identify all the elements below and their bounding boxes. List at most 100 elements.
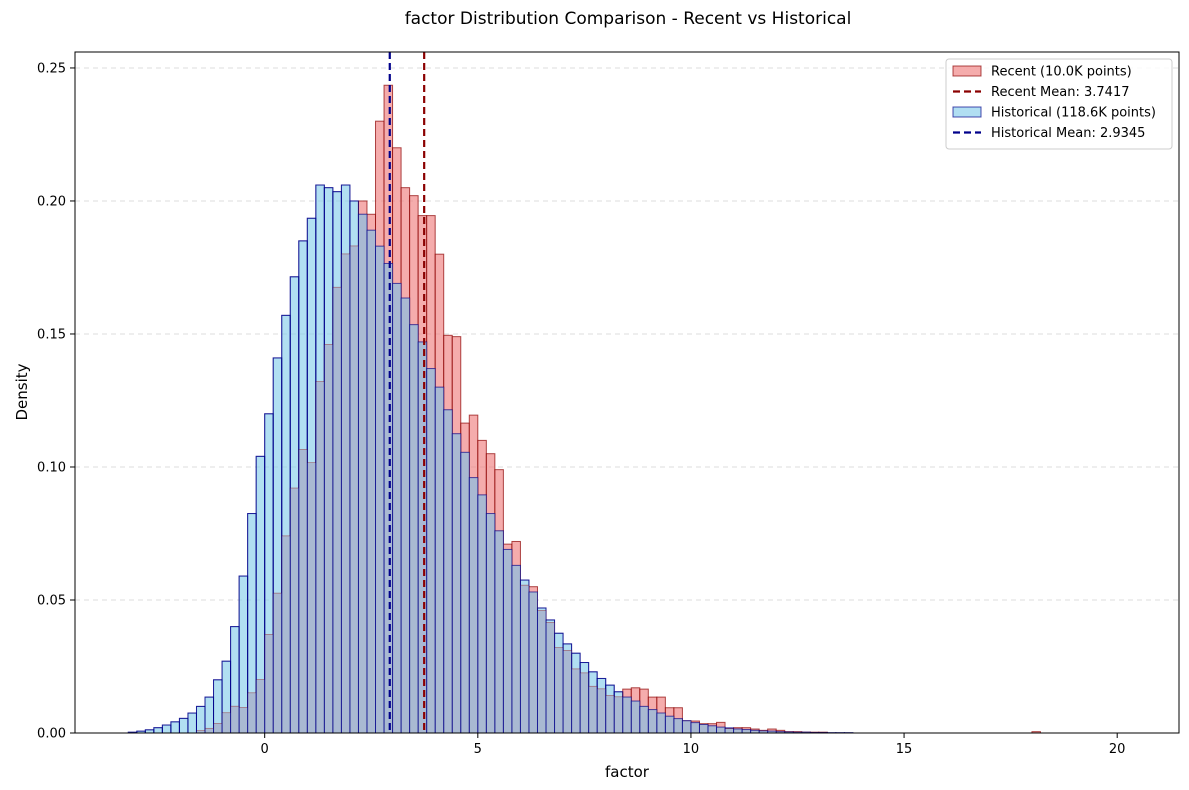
overlap-bar-35 <box>426 368 436 733</box>
overlap-bar-77 <box>784 731 794 733</box>
overlap-bar-12 <box>230 706 240 733</box>
hist-bar-9 <box>204 696 215 734</box>
y-tick-label-5: 0.25 <box>37 61 66 76</box>
hist-bar-4 <box>161 724 172 734</box>
overlap-bar-73 <box>750 730 760 733</box>
overlap-bar-25 <box>341 254 350 733</box>
overlap-bar-23 <box>324 344 333 733</box>
overlap-bar-34 <box>418 341 427 733</box>
overlap-bar-65 <box>682 721 691 733</box>
hist-bar-5 <box>170 721 180 734</box>
overlap-bar-46 <box>520 585 529 733</box>
overlap-bar-37 <box>443 409 453 733</box>
legend-label-2: Historical (118.6K points) <box>991 106 1156 121</box>
legend: Recent (10.0K points) Recent Mean: 3.7417… <box>945 58 1173 150</box>
overlap-bar-74 <box>759 730 768 733</box>
y-tick-label-1: 0.05 <box>37 593 66 608</box>
overlap-bar-19 <box>290 488 299 733</box>
x-tick-label-3: 15 <box>896 742 913 757</box>
overlap-bar-63 <box>665 716 674 733</box>
legend-box <box>945 58 1173 150</box>
overlap-bar-50 <box>554 647 564 733</box>
hist-bar-6 <box>178 717 189 734</box>
overlap-bar-68 <box>707 725 717 733</box>
x-tick-label-2: 10 <box>683 742 700 757</box>
overlap-bar-9 <box>205 728 214 733</box>
y-tick-label-3: 0.15 <box>37 327 66 342</box>
overlap-bar-51 <box>563 650 572 733</box>
overlap-bar-39 <box>460 452 470 733</box>
y-tick-label-4: 0.20 <box>37 194 66 209</box>
overlap-bar-14 <box>247 693 257 733</box>
overlap-bar-13 <box>239 707 248 733</box>
overlap-bar-45 <box>511 565 521 733</box>
overlap-bar-57 <box>614 697 623 733</box>
overlap-bar-8 <box>196 730 206 733</box>
overlap-bar-22 <box>315 381 325 733</box>
overlap-bar-76 <box>776 731 785 733</box>
overlap-bar-55 <box>597 689 606 733</box>
overlap-bar-38 <box>452 433 461 733</box>
overlap-bar-72 <box>742 729 751 733</box>
overlap-bar-42 <box>486 513 495 733</box>
legend-swatch-2 <box>952 106 982 118</box>
overlap-bar-71 <box>733 729 743 733</box>
hist-bar-8 <box>195 705 206 734</box>
overlap-bar-21 <box>307 462 316 733</box>
overlap-bar-53 <box>580 673 589 733</box>
plot-frame <box>74 51 1180 734</box>
y-tick-label-0: 0.00 <box>37 727 66 742</box>
x-tick-label-4: 20 <box>1109 742 1126 757</box>
chart-title: factor Distribution Comparison - Recent … <box>405 9 852 29</box>
overlap-bar-10 <box>213 723 223 733</box>
overlap-bar-59 <box>631 701 640 733</box>
overlap-bar-56 <box>605 695 615 733</box>
overlap-bar-75 <box>767 731 777 733</box>
x-axis-ticks: 0 5 10 15 20 <box>261 733 1126 757</box>
y-axis-ticks: 0.00 0.05 0.10 0.15 0.20 0.25 <box>37 61 75 742</box>
overlap-bar-24 <box>332 287 342 733</box>
overlap-bar-40 <box>469 477 478 733</box>
overlap-bar-27 <box>358 214 367 733</box>
overlap-bar-47 <box>528 592 538 733</box>
overlap-bar-70 <box>725 729 734 733</box>
overlap-bar-69 <box>716 727 726 733</box>
overlap-bar-49 <box>546 622 555 733</box>
overlap-bar-28 <box>366 230 376 733</box>
overlap-bar-36 <box>435 387 444 733</box>
overlap-bar-52 <box>571 669 581 733</box>
overlap-bar-48 <box>537 610 547 733</box>
overlap-bar-11 <box>222 713 231 733</box>
x-tick-label-1: 5 <box>474 742 482 757</box>
overlap-bar-18 <box>281 536 291 733</box>
overlap-bar-30 <box>384 263 393 733</box>
legend-label-0: Recent (10.0K points) <box>991 65 1132 80</box>
overlap-bar-15 <box>256 679 265 733</box>
overlap-bar-33 <box>409 324 419 733</box>
overlap-bar-41 <box>477 494 487 733</box>
overlap-bar-29 <box>375 246 385 733</box>
legend-label-1: Recent Mean: 3.7417 <box>991 85 1129 100</box>
y-tick-label-2: 0.10 <box>37 460 66 475</box>
overlap-bar-32 <box>401 298 410 733</box>
hist-bar-7 <box>187 712 197 734</box>
overlap-bar-54 <box>588 686 598 733</box>
legend-label-3: Historical Mean: 2.9345 <box>991 126 1145 141</box>
overlap-bar-67 <box>699 724 708 733</box>
overlap-bar-17 <box>273 593 282 733</box>
overlap-bar-44 <box>503 549 512 733</box>
overlap-bar-62 <box>656 713 666 733</box>
mean-lines <box>388 52 426 733</box>
overlap-bar-26 <box>349 246 359 733</box>
overlap-bar-20 <box>298 449 308 733</box>
x-tick-label-0: 0 <box>261 742 269 757</box>
overlap-bars <box>127 184 854 734</box>
x-axis-label: factor <box>605 763 650 781</box>
overlap-bar-60 <box>639 706 649 733</box>
overlap-bar-16 <box>264 634 274 733</box>
overlap-bar-64 <box>673 718 683 733</box>
overlap-bar-58 <box>622 697 632 733</box>
overlap-bar-61 <box>648 709 657 733</box>
hist-bar-3 <box>153 727 163 734</box>
